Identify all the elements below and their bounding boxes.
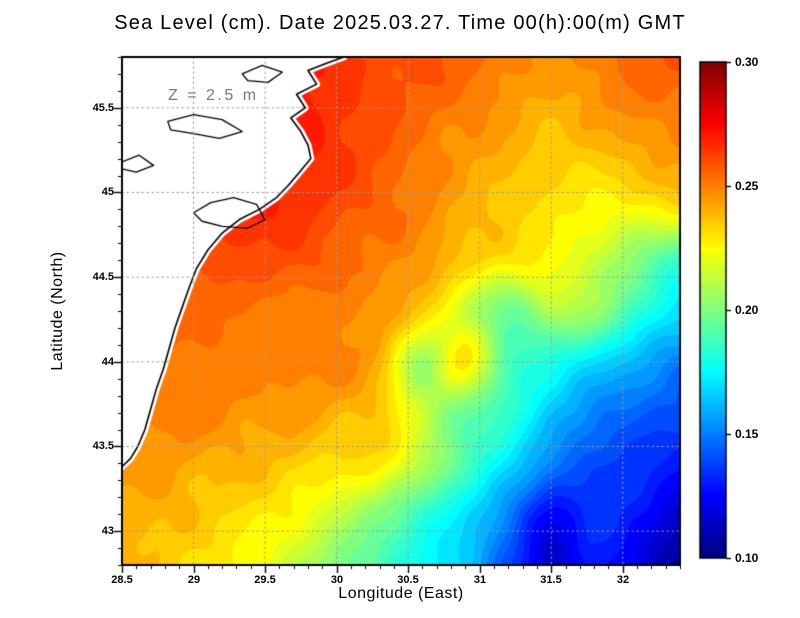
- depth-annotation: Z = 2.5 m: [168, 87, 259, 104]
- y-tick-label: 43.5: [92, 440, 114, 452]
- y-tick-label: 45.5: [92, 102, 114, 114]
- x-tick-label: 30: [330, 574, 344, 586]
- colorbar-tick-label: 0.20: [735, 303, 759, 317]
- y-tick-label: 43: [101, 525, 114, 537]
- colorbar-tick-label: 0.10: [735, 551, 759, 565]
- y-axis-title: Latitude (North): [49, 251, 66, 371]
- x-axis-title: Longitude (East): [338, 585, 464, 602]
- x-tick-label: 29.5: [254, 574, 276, 586]
- x-tick-label: 28.5: [111, 574, 133, 586]
- y-tick-label: 45: [101, 186, 114, 198]
- colorbar-tick-label: 0.15: [735, 427, 759, 441]
- x-tick-label: 31: [473, 574, 487, 586]
- x-tick-label: 30.5: [397, 574, 419, 586]
- x-tick-label: 31.5: [540, 574, 562, 586]
- colorbar-tick-label: 0.25: [735, 179, 759, 193]
- x-tick-label: 32: [616, 574, 630, 586]
- x-tick-label: 29: [187, 574, 201, 586]
- colorbar-tick-label: 0.30: [735, 55, 759, 69]
- y-tick-label: 44: [101, 356, 114, 368]
- y-tick-label: 44.5: [92, 271, 114, 283]
